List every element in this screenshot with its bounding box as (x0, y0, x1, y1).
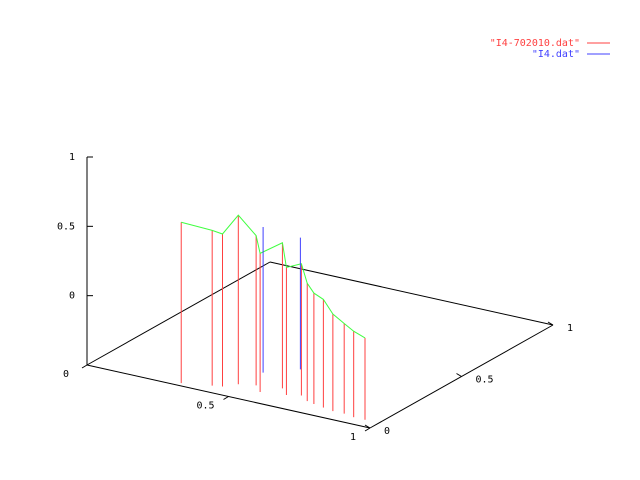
box-edge (269, 261, 554, 326)
y-tick-label: 0.5 (476, 375, 494, 386)
y-tick (547, 321, 554, 326)
legend-label: "I4-702010.dat" (490, 38, 580, 49)
x-tick (81, 364, 88, 369)
x-tick (364, 427, 371, 432)
x-tick-label: 1 (350, 432, 356, 443)
x-tick-label: 0 (63, 369, 69, 380)
y-tick-label: 1 (567, 323, 573, 334)
y-tick (364, 424, 371, 429)
z-tick-label: 0.5 (57, 221, 75, 232)
legend-label: "I4.dat" (532, 49, 580, 60)
x-tick-label: 0.5 (196, 401, 214, 412)
z-tick-label: 1 (69, 152, 75, 163)
y-tick-label: 0 (384, 426, 390, 437)
surface-line (181, 214, 366, 339)
z-tick-label: 0 (69, 291, 75, 302)
x-tick (223, 396, 229, 400)
box-edge (86, 261, 271, 366)
y-tick (456, 373, 462, 377)
